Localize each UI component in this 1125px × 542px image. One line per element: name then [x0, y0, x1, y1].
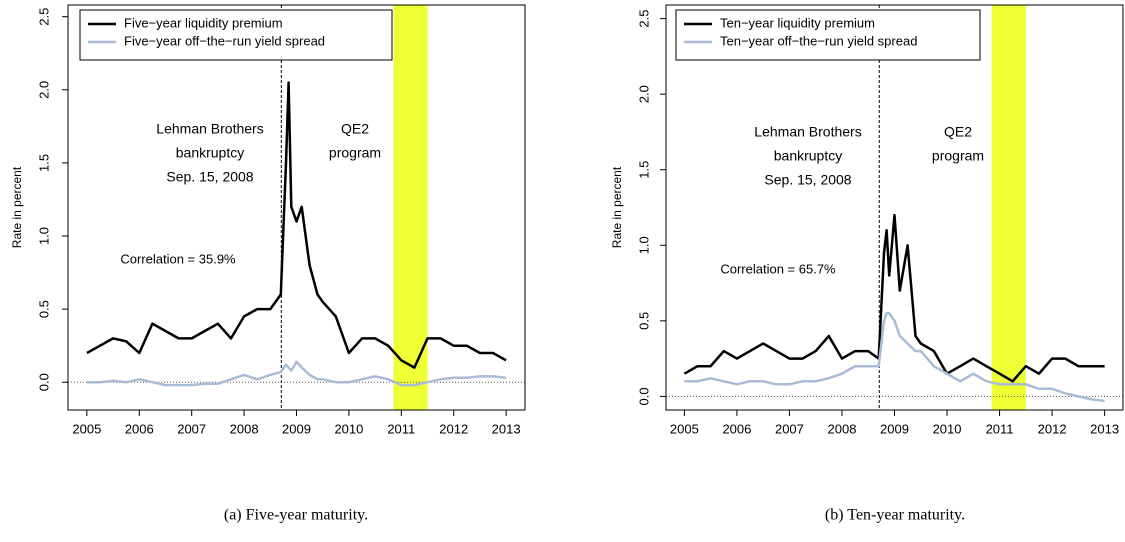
legend-label: Ten−year off−the−run yield spread — [720, 33, 917, 48]
annotation: Lehman Brothers — [156, 121, 263, 137]
y-tick-label: 1.5 — [36, 154, 51, 172]
series-line — [86, 360, 507, 387]
x-tick-label: 2013 — [1090, 421, 1119, 436]
x-tick-label: 2005 — [72, 421, 101, 436]
x-tick-label: 2009 — [880, 421, 909, 436]
annotation: bankruptcy — [774, 148, 842, 164]
x-tick-label: 2012 — [1038, 421, 1067, 436]
x-tick-label: 2011 — [986, 421, 1014, 436]
caption: (a) Five-year maturity. — [224, 507, 368, 524]
annotation: program — [932, 148, 984, 164]
y-axis-label: Rate in percent — [10, 166, 24, 248]
y-tick-label: 1.0 — [36, 227, 51, 245]
qe2-shade — [393, 5, 428, 410]
annotation: bankruptcy — [176, 145, 244, 161]
annotation: Sep. 15, 2008 — [764, 172, 851, 188]
x-tick-label: 2013 — [492, 421, 521, 436]
series-line — [684, 312, 1105, 403]
y-tick-label: 2.5 — [636, 10, 651, 28]
series-line — [683, 213, 1105, 383]
panel: 2005 2006 2007 2008 2009 2010 2011 2012 2013 0.0 0… — [610, 4, 1124, 524]
x-tick-label: 2006 — [125, 421, 154, 436]
x-tick-label: 2007 — [177, 421, 206, 436]
y-tick-label: 2.0 — [636, 85, 651, 103]
y-tick-label: 2.5 — [36, 8, 51, 26]
x-tick-label: 2010 — [334, 421, 363, 436]
annotation: QE2 — [944, 124, 972, 140]
annotation: program — [329, 145, 381, 161]
annotation: Correlation = 35.9% — [120, 251, 236, 266]
annotation: Correlation = 65.7% — [720, 261, 836, 276]
annotation: QE2 — [341, 121, 369, 137]
caption: (b) Ten-year maturity. — [825, 507, 965, 524]
y-tick-label: 0.5 — [36, 300, 51, 318]
series-line — [86, 81, 507, 369]
x-tick-label: 2010 — [933, 421, 962, 436]
legend-label: Five−year off−the−run yield spread — [124, 33, 325, 48]
y-tick-label: 0.0 — [636, 387, 651, 405]
y-axis-label: Rate in percent — [610, 166, 624, 248]
panel: 2005 2006 2007 2008 2009 2010 2011 2012 2013 0.0 0… — [10, 4, 526, 524]
y-tick-label: 0.5 — [636, 312, 651, 330]
x-tick-label: 2012 — [439, 421, 468, 436]
x-tick-label: 2005 — [670, 421, 699, 436]
y-tick-label: 2.0 — [36, 81, 51, 99]
legend-label: Ten−year liquidity premium — [720, 15, 875, 30]
x-tick-label: 2008 — [828, 421, 857, 436]
x-tick-label: 2007 — [775, 421, 804, 436]
legend-box — [675, 9, 981, 61]
qe2-shade — [991, 5, 1026, 410]
x-tick-label: 2009 — [282, 421, 311, 436]
x-tick-label: 2011 — [387, 421, 415, 436]
legend-label: Five−year liquidity premium — [124, 15, 283, 30]
x-tick-label: 2006 — [722, 421, 751, 436]
y-tick-label: 0.0 — [36, 373, 51, 391]
plot-box — [665, 4, 1124, 411]
annotation: Lehman Brothers — [754, 124, 861, 140]
legend-box — [79, 9, 393, 61]
x-tick-label: 2008 — [230, 421, 259, 436]
y-tick-label: 1.0 — [636, 236, 651, 254]
annotation: Sep. 15, 2008 — [166, 169, 253, 185]
y-tick-label: 1.5 — [636, 161, 651, 179]
